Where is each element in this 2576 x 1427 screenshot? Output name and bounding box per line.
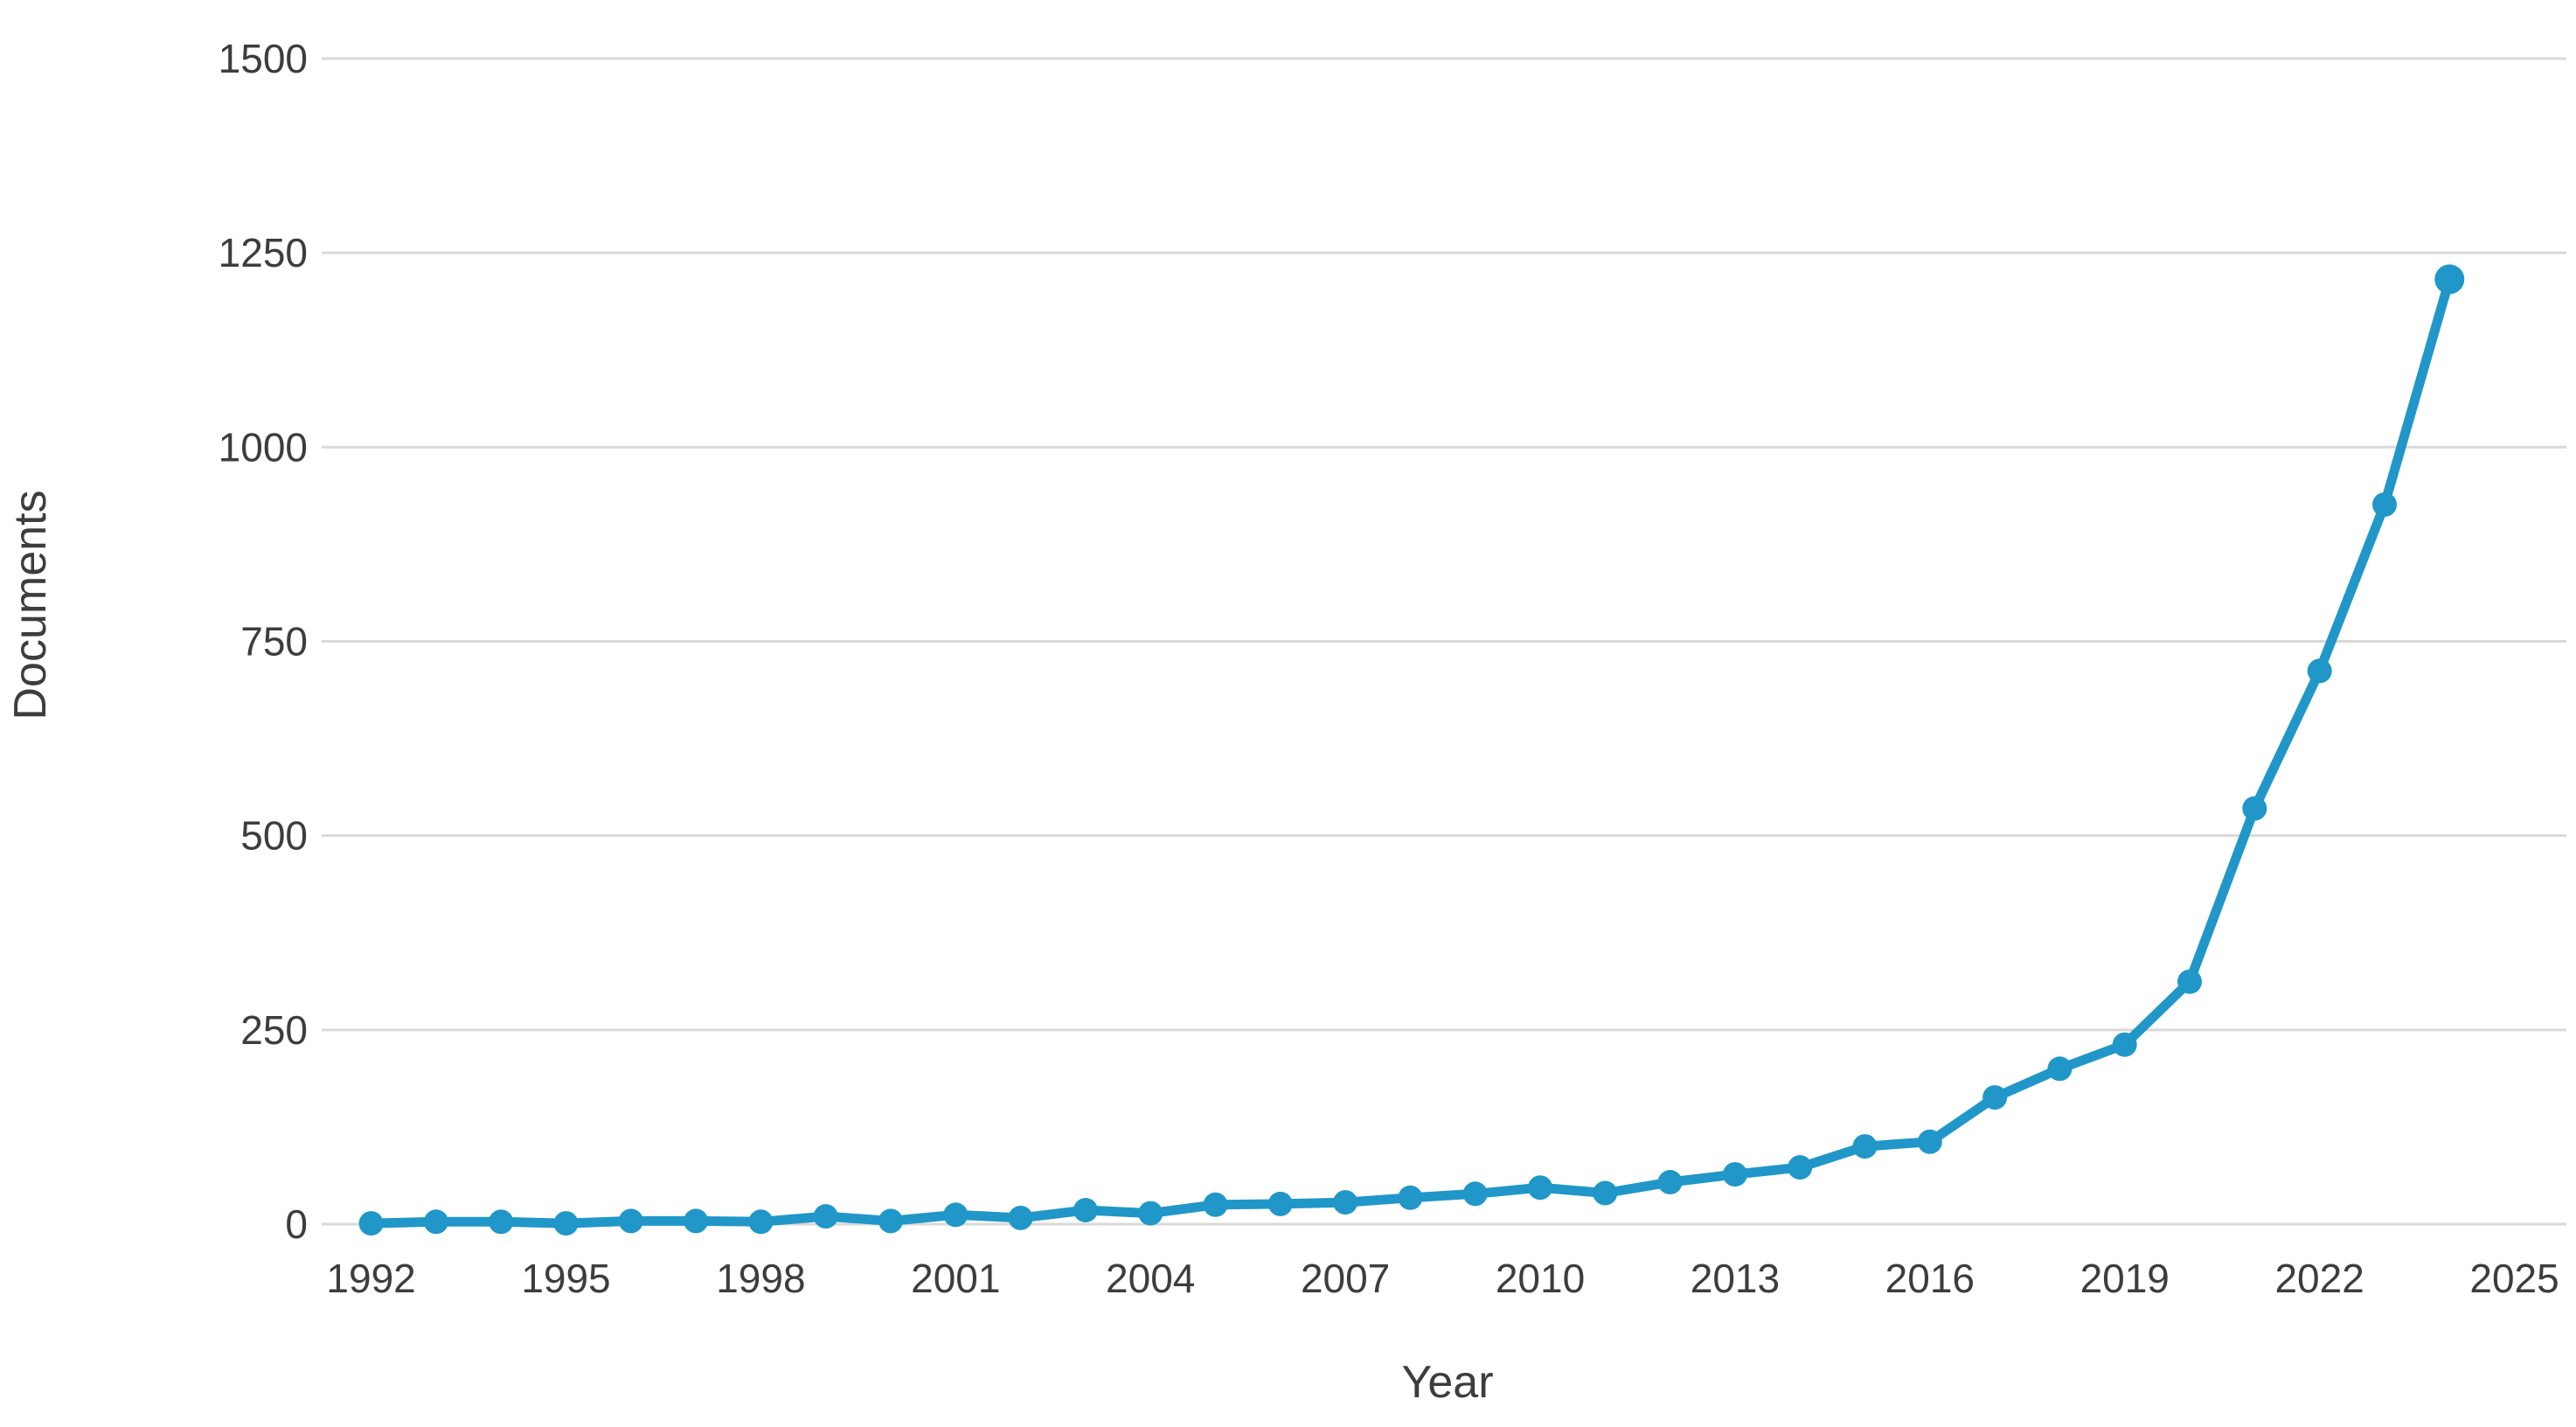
data-point [2112, 1032, 2137, 1057]
data-point [1593, 1180, 1618, 1206]
data-point [1073, 1198, 1098, 1222]
data-point [1267, 1191, 1293, 1216]
y-axis-title: Documents [5, 491, 56, 720]
data-point [1333, 1190, 1358, 1215]
data-point [553, 1211, 579, 1236]
data-point [1982, 1085, 2008, 1110]
data-point [1528, 1175, 1552, 1201]
data-point [1722, 1162, 1747, 1187]
y-tick-label-group: 0 250 500 750 1000 1250 1500 [219, 36, 308, 1247]
gridline-group [322, 57, 2566, 1226]
x-tick-label: 2016 [1885, 1256, 1975, 1301]
data-point [1462, 1181, 1488, 1207]
data-point [2242, 796, 2267, 821]
data-point [1852, 1134, 1878, 1159]
data-point [618, 1208, 643, 1234]
y-tick-label: 1250 [219, 230, 308, 275]
y-tick-label: 750 [240, 619, 308, 665]
data-point [358, 1211, 384, 1236]
x-tick-label: 2010 [1496, 1256, 1585, 1301]
x-tick-label: 2022 [2274, 1256, 2364, 1301]
data-point [813, 1204, 838, 1229]
x-tick-label: 2019 [2080, 1256, 2170, 1301]
y-tick-label: 1000 [219, 424, 308, 470]
x-tick-label: 2004 [1106, 1256, 1195, 1301]
data-point [1398, 1185, 1423, 1210]
x-tick-label: 1998 [716, 1256, 805, 1301]
data-point [2047, 1056, 2073, 1082]
x-tick-label-group: 1992 1995 1998 2001 2004 2007 2010 2013 2016 2019… [326, 1256, 2559, 1301]
data-point [2372, 492, 2397, 518]
data-point [943, 1202, 969, 1228]
x-tick-label: 1995 [521, 1256, 610, 1301]
y-tick-label: 250 [240, 1007, 308, 1053]
data-point [2177, 969, 2202, 994]
x-tick-label: 2013 [1691, 1256, 1780, 1301]
y-tick-label: 500 [240, 813, 308, 859]
y-tick-label: 0 [285, 1201, 308, 1247]
data-point [1917, 1129, 1942, 1154]
data-point [748, 1209, 774, 1235]
x-tick-label: 2025 [2469, 1256, 2559, 1301]
x-tick-label: 2007 [1301, 1256, 1390, 1301]
data-point [684, 1208, 709, 1234]
data-point [489, 1209, 514, 1235]
y-tick-label: 1500 [219, 36, 308, 81]
data-point [423, 1209, 448, 1235]
x-tick-label: 1992 [326, 1256, 415, 1301]
x-axis-title: Year [1401, 1357, 1493, 1408]
data-point [2307, 658, 2332, 684]
data-point [1657, 1170, 1683, 1194]
series-group [358, 264, 2465, 1236]
data-point [878, 1208, 903, 1234]
data-point [1008, 1205, 1033, 1230]
data-point [1788, 1155, 1813, 1180]
x-tick-label: 2001 [911, 1256, 1000, 1301]
data-point [1203, 1192, 1228, 1217]
data-point [2434, 264, 2465, 295]
data-point [1138, 1201, 1163, 1226]
series-line [366, 274, 2454, 1229]
